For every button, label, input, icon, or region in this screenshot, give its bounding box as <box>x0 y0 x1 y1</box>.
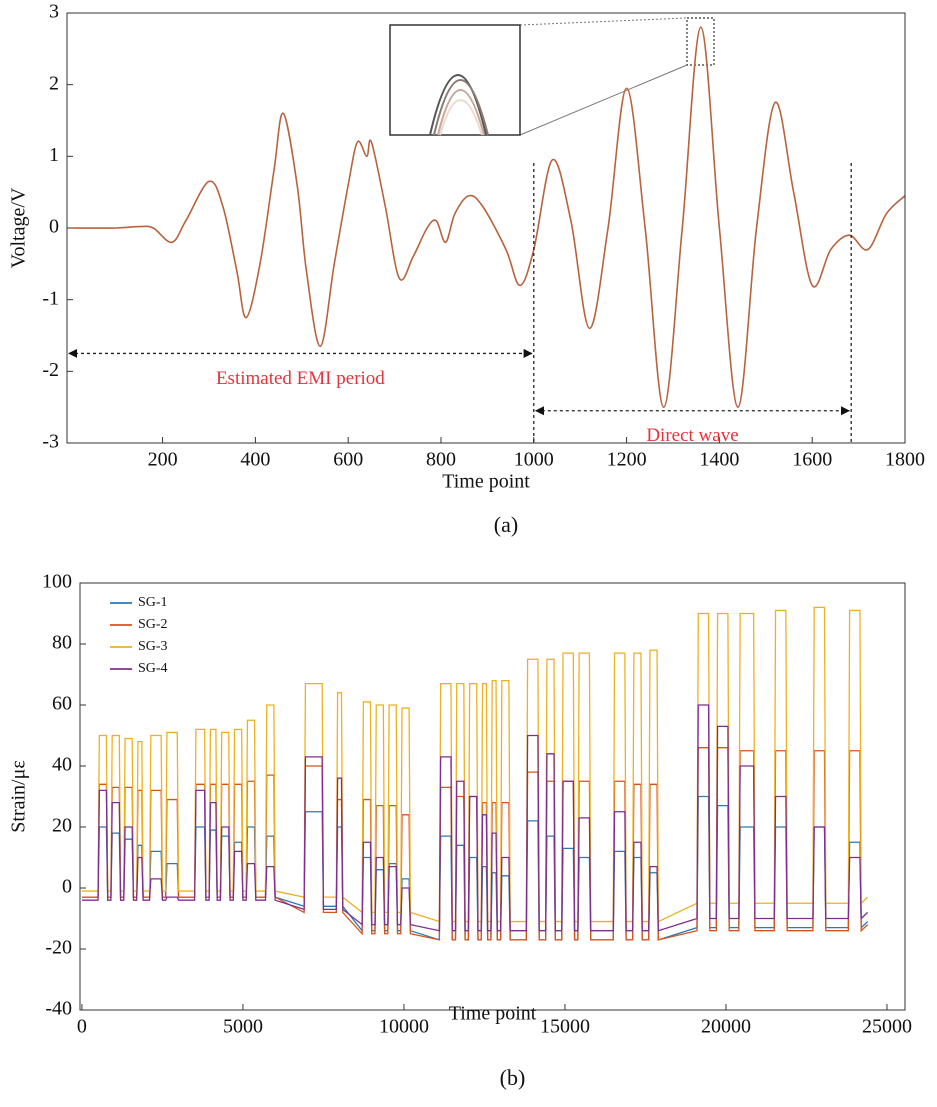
x-tick-label: 0 <box>77 1016 87 1038</box>
data-line <box>81 704 869 932</box>
x-tick-label: 10000 <box>379 1016 429 1038</box>
x-tick-label: 600 <box>333 449 363 471</box>
legend-label: SG-1 <box>138 595 168 610</box>
x-axis-label: Time point <box>442 471 530 493</box>
x-tick-label: 1200 <box>607 449 647 471</box>
y-tick-label: 40 <box>52 754 72 776</box>
y-tick-label: -1 <box>42 287 59 309</box>
y-tick-label: 100 <box>42 571 72 593</box>
x-tick-label: 1000 <box>514 449 554 471</box>
y-tick-label: 0 <box>62 876 72 898</box>
y-tick-label: -20 <box>45 937 72 959</box>
annotation-text: Direct wave <box>646 425 738 446</box>
x-tick-label: 15000 <box>540 1016 590 1038</box>
y-tick-label: 60 <box>52 693 72 715</box>
x-tick-label: 400 <box>240 449 270 471</box>
y-tick-label: 20 <box>52 815 72 837</box>
x-tick-label: 1400 <box>699 449 739 471</box>
caption: (a) <box>494 512 518 537</box>
x-tick-label: 20000 <box>701 1016 751 1038</box>
x-tick-label: 25000 <box>862 1016 912 1038</box>
x-tick-label: 200 <box>148 449 178 471</box>
x-tick-label: 1600 <box>792 449 832 471</box>
y-tick-label: 3 <box>49 1 59 23</box>
x-tick-label: 5000 <box>223 1016 263 1038</box>
x-tick-label: 800 <box>426 449 456 471</box>
data-line <box>81 606 869 923</box>
y-tick-label: -2 <box>42 359 59 381</box>
y-tick-label: 80 <box>52 632 72 654</box>
caption: (b) <box>500 1065 526 1090</box>
y-tick-label: -3 <box>42 431 59 453</box>
plot-frame <box>79 582 906 1011</box>
y-axis-label: Strain/με <box>8 760 30 832</box>
data-line <box>81 795 869 941</box>
legend-label: SG-4 <box>138 661 168 676</box>
plot-frame <box>66 12 906 444</box>
y-tick-label: -40 <box>45 998 72 1020</box>
data-line <box>69 26 906 408</box>
legend-label: SG-3 <box>138 639 168 654</box>
data-line <box>81 747 869 941</box>
x-axis-label: Time point <box>449 1003 537 1025</box>
annotation-text: Estimated EMI period <box>216 368 385 389</box>
zoom-inset <box>389 17 715 136</box>
y-tick-label: 1 <box>49 144 59 166</box>
y-axis-label: Voltage/V <box>8 187 30 268</box>
legend-label: SG-2 <box>138 617 168 632</box>
y-tick-label: 2 <box>49 72 59 94</box>
x-tick-label: 1800 <box>885 449 925 471</box>
y-tick-label: 0 <box>49 216 59 238</box>
